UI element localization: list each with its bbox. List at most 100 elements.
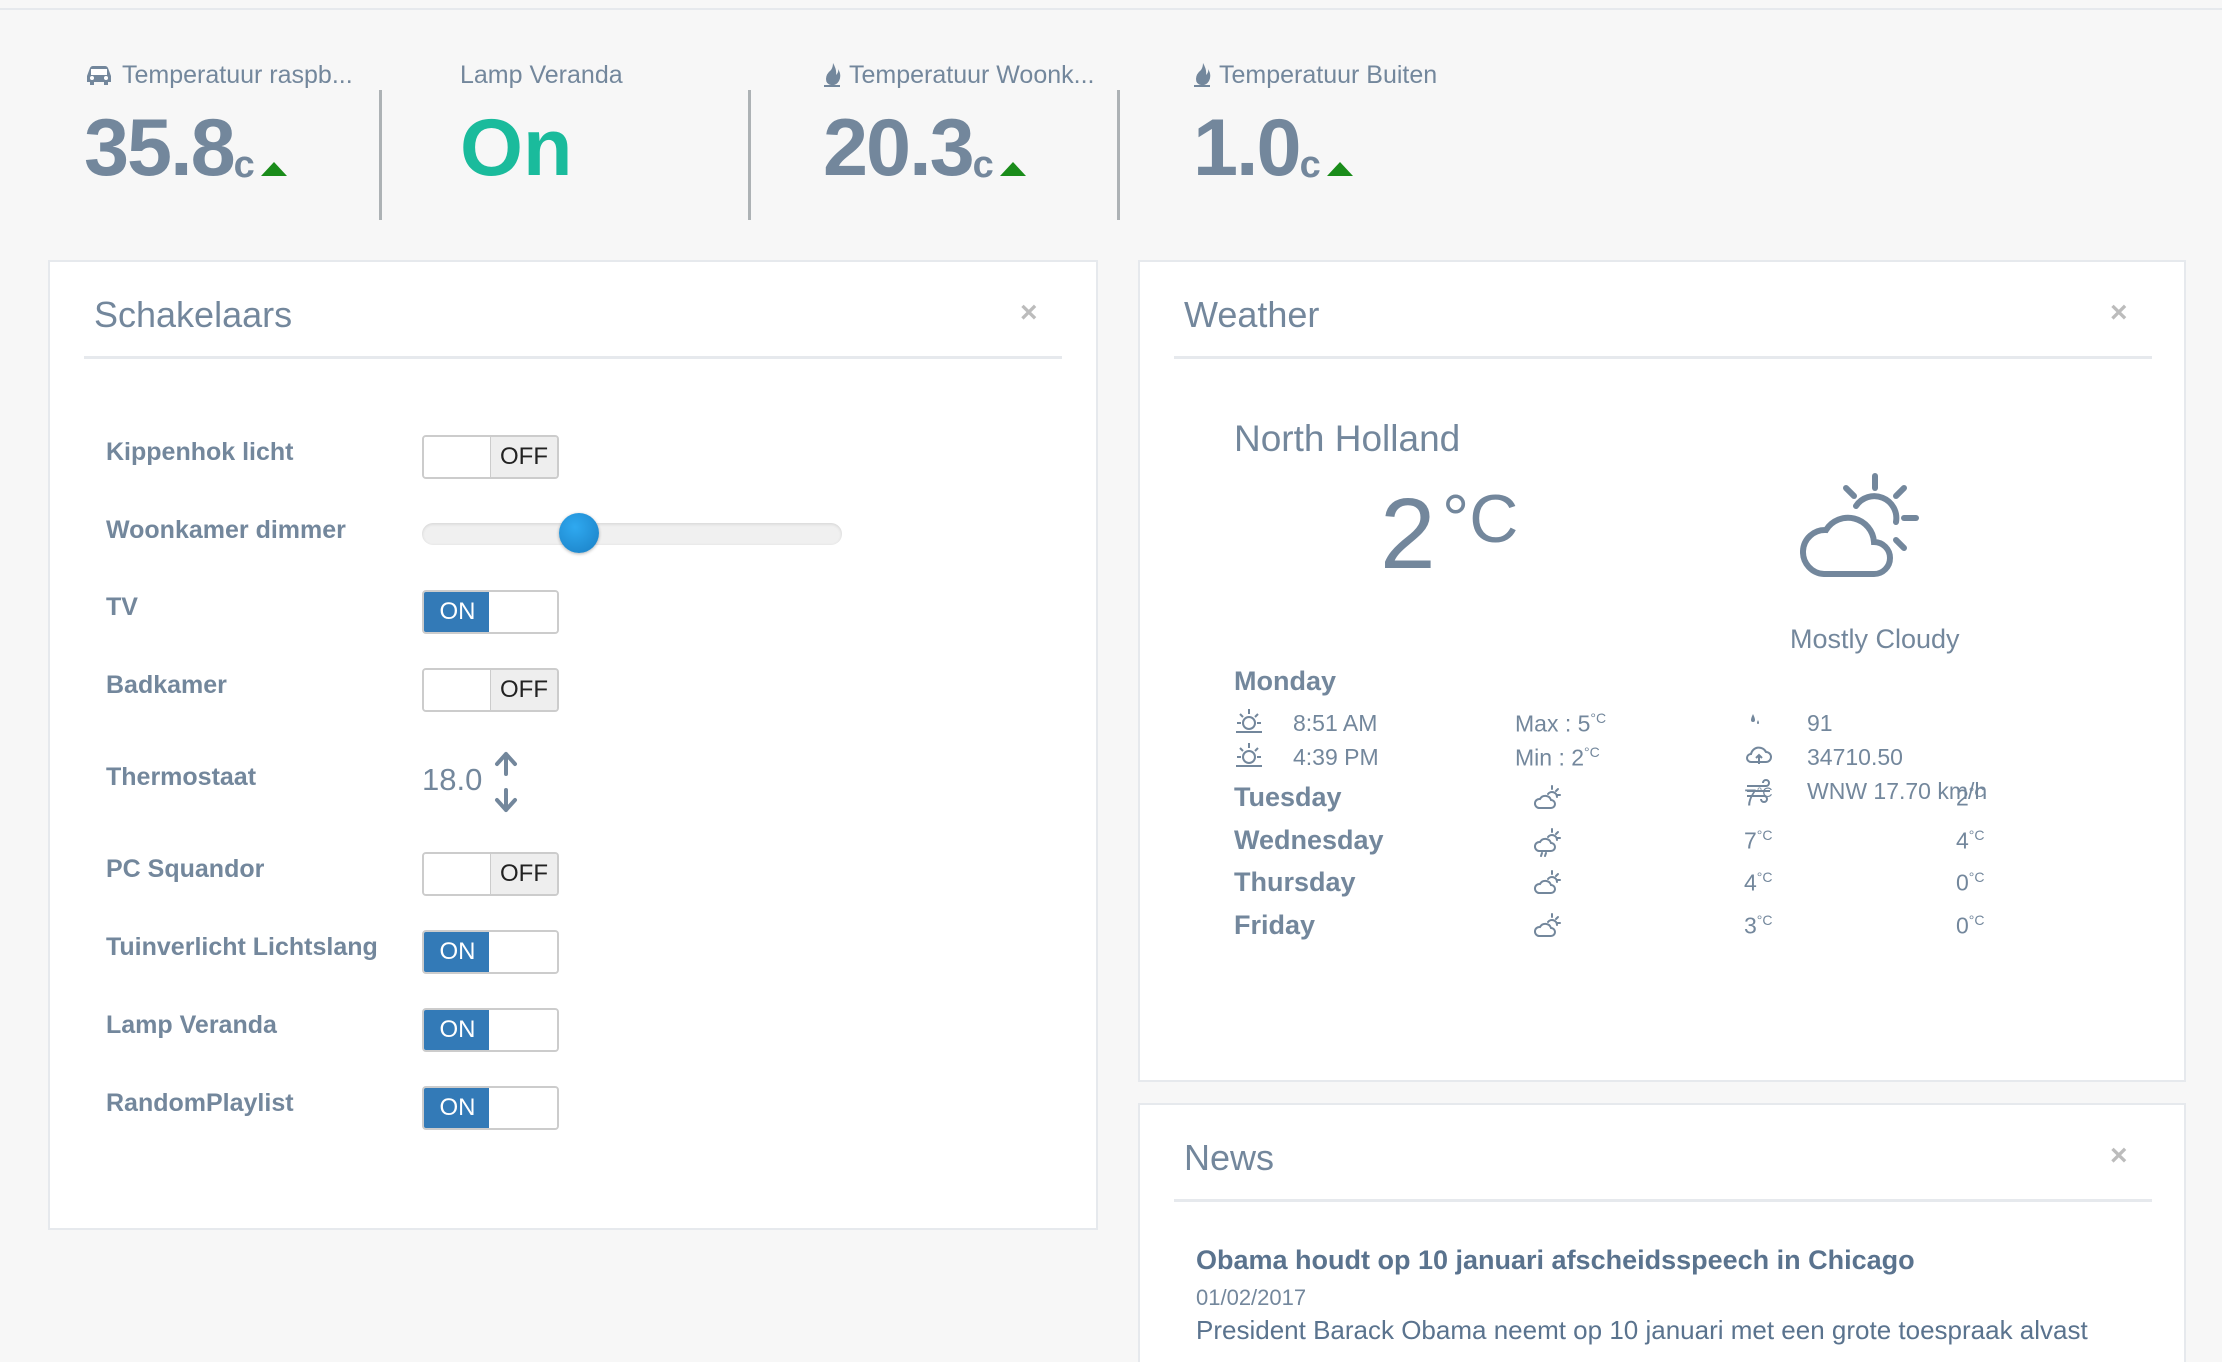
tile-temperature-raspberry: Temperatuur raspb... 35.8 c <box>84 60 454 220</box>
fire-icon <box>824 63 841 87</box>
top-nav-border <box>0 0 2222 10</box>
toggle-badkamer[interactable]: OFF <box>422 668 559 712</box>
weather-city: North Holland <box>1234 418 1461 459</box>
tile-value: 1.0 <box>1193 103 1302 193</box>
switch-label-tuinverlicht: Tuinverlicht Lichtslang <box>106 933 378 961</box>
tile-unit: c <box>972 144 994 186</box>
tile-temperature-woonkamer: Temperatuur Woonk... 20.3 c <box>823 60 1193 220</box>
sunrise-icon <box>1236 709 1262 733</box>
toggle-pc-squandor[interactable]: OFF <box>422 852 559 896</box>
forecast-day: Wednesday <box>1234 824 1384 855</box>
tile-label: Temperatuur raspb... <box>122 60 353 89</box>
tile-label: Lamp Veranda <box>460 60 623 89</box>
wind-icon <box>1747 779 1770 803</box>
pressure-icon <box>1746 746 1772 764</box>
switch-label-randomplaylist: RandomPlaylist <box>106 1089 294 1117</box>
tile-label: Temperatuur Buiten <box>1219 60 1438 89</box>
toggle-off-label: OFF <box>490 437 557 477</box>
sunset-icon <box>1236 743 1262 767</box>
close-icon[interactable]: × <box>2110 296 2128 329</box>
switch-label-thermostaat: Thermostaat <box>106 763 257 791</box>
arrow-up-icon <box>495 752 517 776</box>
close-icon[interactable]: × <box>2110 1139 2128 1172</box>
close-icon[interactable]: × <box>1020 296 1038 329</box>
weather-condition: Mostly Cloudy <box>1790 624 1960 654</box>
weather-temp: 2 <box>1380 478 1436 590</box>
thermostat-value: 18.0 <box>422 762 483 797</box>
forecast-low: 0°C <box>1956 911 1985 939</box>
toggle-randomplaylist[interactable]: ON <box>422 1086 559 1130</box>
panel-divider <box>84 356 1062 359</box>
panel-title: Weather <box>1184 294 1320 335</box>
partly-cloudy-icon <box>1533 785 1561 809</box>
pressure-value: 34710.50 <box>1807 744 1903 770</box>
dimmer-slider-handle[interactable] <box>558 513 599 553</box>
forecast-day: Thursday <box>1234 867 1356 897</box>
dimmer-slider-track[interactable] <box>422 523 842 545</box>
news-headline-link[interactable]: Obama houdt op 10 januari afscheidsspeec… <box>1196 1245 1915 1275</box>
partly-cloudy-icon <box>1533 870 1561 894</box>
partly-cloudy-icon <box>1800 473 1919 577</box>
stats-tiles: Temperatuur raspb... 35.8 c Lamp Veranda… <box>0 60 2222 230</box>
forecast-day: Friday <box>1234 909 1316 940</box>
humidity-value: 91 <box>1807 710 1833 736</box>
tile-temperature-buiten: Temperatuur Buiten 1.0 c <box>1193 60 1563 220</box>
tile-value: On <box>460 103 573 193</box>
news-panel: News × Obama houdt op 10 januari afschei… <box>1138 1103 2186 1362</box>
panel-divider <box>1174 356 2152 359</box>
trend-up-icon <box>1326 162 1353 176</box>
toggle-tuinverlicht[interactable]: ON <box>422 930 559 974</box>
weather-today-day: Monday <box>1234 666 1337 696</box>
today-max: Max : 5°C <box>1515 710 1607 737</box>
toggle-on-label: ON <box>424 932 491 972</box>
forecast-high: 7°C <box>1744 784 1773 811</box>
toggle-on-label: ON <box>424 1010 491 1050</box>
toggle-off-label: OFF <box>490 854 557 894</box>
toggle-lamp-veranda[interactable]: ON <box>422 1008 559 1052</box>
toggle-tv[interactable]: ON <box>422 590 559 634</box>
tile-unit: c <box>233 144 255 186</box>
panel-divider <box>1174 1199 2152 1202</box>
car-icon <box>87 66 111 85</box>
forecast-high: 3°C <box>1744 911 1773 939</box>
tile-unit: c <box>1299 144 1321 186</box>
weather-temp-unit: °C <box>1442 481 1519 557</box>
toggle-on-label: ON <box>424 1088 491 1128</box>
switch-label-kippenhok-licht: Kippenhok licht <box>106 438 294 466</box>
switch-label-badkamer: Badkamer <box>106 671 227 699</box>
toggle-on-label: ON <box>424 592 491 632</box>
arrow-down-icon <box>495 788 517 812</box>
partly-cloudy-icon <box>1533 912 1561 937</box>
toggle-off-label: OFF <box>490 670 557 710</box>
tile-label: Temperatuur Woonk... <box>849 60 1095 89</box>
fire-icon <box>1194 63 1211 87</box>
toggle-kippenhok-licht[interactable]: OFF <box>422 435 559 479</box>
sunset-time: 4:39 PM <box>1293 744 1379 770</box>
sunrise-time: 8:51 AM <box>1293 710 1378 736</box>
tile-divider <box>379 90 382 220</box>
panel-title: News <box>1184 1137 1275 1178</box>
wind-value: WNW 17.70 km/h <box>1807 778 1988 804</box>
switch-label-pc-squandor: PC Squandor <box>106 855 265 883</box>
today-min: Min : 2°C <box>1515 744 1600 771</box>
news-date: 01/02/2017 <box>1196 1285 1307 1310</box>
forecast-day: Tuesday <box>1234 782 1342 812</box>
forecast-low: 4°C <box>1956 826 1985 854</box>
switches-panel: Schakelaars × Kippenhok licht OFF Woonka… <box>48 260 1098 1230</box>
forecast-high: 4°C <box>1744 869 1773 896</box>
trend-up-icon <box>260 162 287 176</box>
tile-lamp-veranda: Lamp Veranda On <box>460 60 830 220</box>
switch-label-lamp-veranda: Lamp Veranda <box>106 1011 277 1039</box>
forecast-low: 2°C <box>1956 784 1985 811</box>
weather-panel: Weather × North Holland 2 °C Mostly Clou… <box>1138 260 2186 1082</box>
trend-up-icon <box>999 162 1026 176</box>
cloudy-rain-icon <box>1533 827 1561 857</box>
tile-divider <box>1117 90 1120 220</box>
panel-title: Schakelaars <box>94 294 293 335</box>
thermostat-stepper[interactable] <box>492 750 520 814</box>
tile-value: 35.8 <box>84 103 236 193</box>
news-snippet: President Barack Obama neemt op 10 janua… <box>1196 1315 2088 1345</box>
tile-value: 20.3 <box>823 103 975 193</box>
switch-label-tv: TV <box>106 593 138 621</box>
humidity-icon <box>1751 714 1759 724</box>
